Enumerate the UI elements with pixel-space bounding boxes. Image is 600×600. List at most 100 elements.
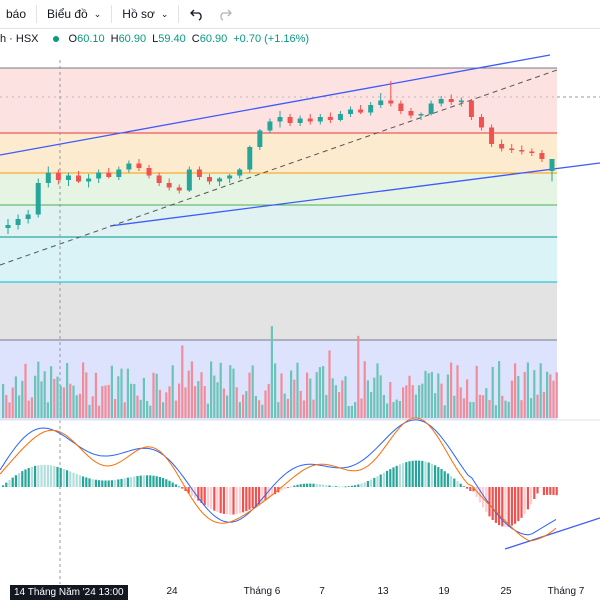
macd-histogram-bar bbox=[264, 487, 267, 501]
macd-histogram-bar bbox=[446, 473, 449, 487]
volume-bar bbox=[18, 395, 21, 418]
toolbar-profile-button[interactable]: Hồ sơ ⌄ bbox=[116, 0, 174, 28]
volume-bar bbox=[197, 381, 200, 418]
macd-histogram-bar bbox=[5, 482, 8, 487]
macd-histogram-bar bbox=[498, 487, 501, 526]
candle-body bbox=[176, 187, 182, 191]
macd-histogram-bar bbox=[392, 467, 395, 487]
candle-body bbox=[428, 103, 434, 114]
redo-button[interactable] bbox=[211, 0, 239, 28]
candle-body bbox=[388, 100, 394, 104]
candle-body bbox=[529, 151, 535, 153]
candle-body bbox=[146, 168, 152, 176]
crosshair-time-label: 14 Tháng Năm '24 13:00 bbox=[10, 585, 128, 600]
macd-histogram-bar bbox=[238, 487, 241, 514]
macd-histogram-bar bbox=[245, 487, 248, 512]
macd-histogram-bar bbox=[450, 476, 453, 487]
volume-bar bbox=[315, 372, 318, 418]
volume-bar bbox=[334, 385, 337, 418]
macd-histogram-bar bbox=[21, 471, 24, 487]
trend-channel-lines[interactable] bbox=[0, 54, 600, 550]
candle-body bbox=[237, 169, 243, 176]
macd-histogram-bar bbox=[510, 487, 513, 526]
volume-bar bbox=[139, 399, 142, 418]
candle-body bbox=[86, 178, 92, 182]
high-value: 60.90 bbox=[118, 33, 147, 45]
volume-bar bbox=[290, 370, 293, 418]
candle-body bbox=[126, 163, 132, 170]
volume-bar bbox=[123, 402, 126, 418]
volume-bar bbox=[501, 395, 504, 418]
macd-histogram-bar bbox=[344, 486, 347, 488]
macd-histogram-bar bbox=[222, 487, 225, 514]
macd-histogram-bar bbox=[526, 487, 529, 510]
macd-signal-line bbox=[0, 417, 557, 542]
volume-bar bbox=[206, 403, 209, 418]
macd-histogram-bar bbox=[24, 469, 27, 487]
volume-bar bbox=[421, 383, 424, 418]
macd-histogram-bar bbox=[155, 476, 158, 487]
volume-bar bbox=[376, 363, 379, 418]
volume-bar bbox=[43, 371, 46, 418]
undo-icon bbox=[190, 9, 203, 21]
volume-bar bbox=[309, 378, 312, 418]
volume-bar bbox=[30, 397, 33, 418]
macd-histogram-bar bbox=[520, 487, 523, 518]
candlestick-series bbox=[5, 81, 555, 234]
macd-histogram-bar bbox=[130, 477, 133, 487]
macd-histogram-bar bbox=[146, 475, 149, 487]
volume-bar bbox=[59, 385, 62, 418]
macd-histogram-bar bbox=[91, 479, 94, 487]
macd-histogram-bar bbox=[290, 486, 293, 488]
volume-bar bbox=[56, 376, 59, 418]
macd-histogram-bar bbox=[53, 466, 56, 487]
symbol-name[interactable]: h · HSX bbox=[0, 33, 39, 45]
fibonacci-retracement-zones[interactable] bbox=[0, 60, 600, 584]
macd-histogram-bar bbox=[69, 471, 72, 487]
macd-histogram-bar bbox=[270, 487, 273, 497]
volume-bar bbox=[181, 345, 184, 418]
candle-body bbox=[489, 127, 495, 144]
low-value: 59.40 bbox=[158, 33, 186, 45]
macd-histogram-bar bbox=[546, 487, 549, 495]
toolbar-alert-button[interactable]: báo bbox=[0, 0, 32, 28]
volume-bar bbox=[286, 398, 289, 418]
macd-histogram-bar bbox=[40, 464, 43, 487]
macd-histogram-bar bbox=[347, 486, 350, 488]
volume-bar bbox=[373, 377, 376, 418]
volume-bar bbox=[542, 391, 545, 418]
fib-zone bbox=[0, 237, 557, 282]
macd-histogram-bar bbox=[334, 486, 337, 487]
volume-bar bbox=[414, 394, 417, 418]
macd-histogram-bar bbox=[488, 487, 491, 517]
volume-bar bbox=[328, 350, 331, 418]
candle-body bbox=[539, 153, 545, 159]
macd-histogram-bar bbox=[88, 478, 91, 487]
macd-histogram-bar bbox=[453, 478, 456, 487]
volume-bar bbox=[158, 389, 161, 418]
macd-histogram-bar bbox=[542, 487, 545, 496]
volume-bar bbox=[213, 375, 216, 418]
volume-bar bbox=[462, 398, 465, 418]
macd-histogram-bar bbox=[213, 487, 216, 511]
volume-bar bbox=[466, 379, 469, 418]
volume-bar bbox=[235, 387, 238, 418]
macd-histogram-bar bbox=[206, 487, 209, 508]
volume-bar bbox=[408, 375, 411, 418]
candle-body bbox=[136, 163, 142, 168]
toolbar-profile-label: Hồ sơ bbox=[122, 7, 155, 21]
volume-bar bbox=[450, 362, 453, 418]
undo-button[interactable] bbox=[183, 0, 211, 28]
volume-bar bbox=[395, 399, 398, 418]
high-key: H bbox=[110, 33, 119, 45]
volume-bar bbox=[446, 374, 449, 418]
toolbar-chart-type-button[interactable]: Biểu đồ ⌄ bbox=[41, 0, 107, 28]
macd-histogram-bar bbox=[267, 487, 270, 499]
macd-histogram-bar bbox=[50, 465, 53, 487]
candle-body bbox=[509, 148, 515, 150]
macd-histogram-bar bbox=[357, 484, 360, 487]
volume-bar bbox=[226, 395, 229, 418]
macd-histogram-bar bbox=[341, 486, 344, 488]
volume-bar bbox=[78, 393, 81, 418]
